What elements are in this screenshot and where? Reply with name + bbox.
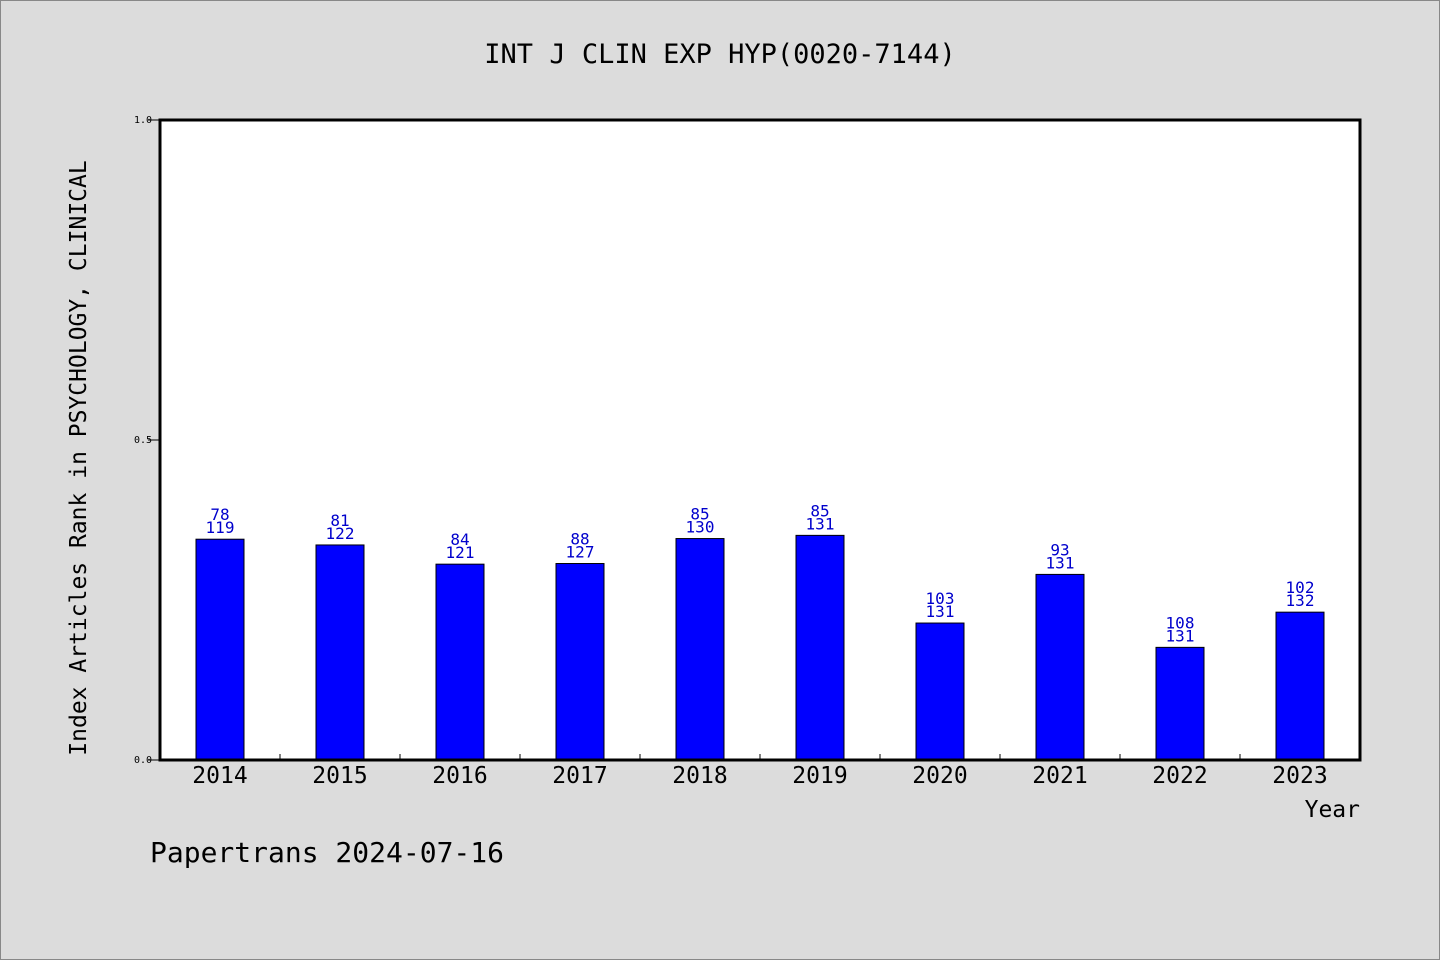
y-axis-ticks: 0.0 0.5 1.0 [134,115,160,766]
chart-title: INT J CLIN EXP HYP(0020-7144) [484,39,955,70]
x-tick-label: 2021 [1032,763,1087,789]
bar-total-label: 132 [1286,591,1315,610]
x-tick-label: 2020 [912,763,967,789]
bar-rank-label: 78 [210,505,229,524]
bar-total-label: 127 [566,543,595,562]
bar-rank-label: 88 [570,530,589,549]
x-tick-label: 2014 [192,763,247,789]
x-tick-label: 2018 [672,763,727,789]
x-axis-label: Year [1305,797,1360,823]
bar-rank-label: 103 [926,589,955,608]
x-tick-label: 2015 [312,763,367,789]
bar-total-label: 131 [806,514,835,533]
y-tick-label: 0.5 [134,435,152,446]
bar-total-label: 131 [926,602,955,621]
bar-2016 [435,563,485,761]
bar-2017 [555,563,605,761]
bar-rank-label: 84 [450,530,469,549]
bar-2014 [195,538,245,761]
bar-2022 [1155,646,1205,761]
bar-2019 [795,534,845,761]
bar-total-label: 122 [326,524,355,543]
y-tick-label: 1.0 [134,115,152,126]
bar-total-label: 131 [1166,626,1195,645]
bar-total-label: 130 [686,518,715,537]
x-tick-label: 2022 [1152,763,1207,789]
bar-2018 [675,538,725,761]
x-tick-label: 2023 [1272,763,1327,789]
bars-group [195,534,1325,761]
bar-2021 [1035,573,1085,761]
bar-total-label: 121 [446,543,475,562]
footer-text: Papertrans 2024-07-16 [150,836,504,869]
bar-rank-label: 102 [1286,578,1315,597]
x-axis-ticks: 2014 2015 2016 2017 2018 2019 2020 2021 2022 2023 [192,754,1328,789]
y-axis-label: Index Articles Rank in PSYCHOLOGY, CLINI… [66,160,92,755]
x-tick-label: 2019 [792,763,847,789]
bar-2015 [315,544,365,761]
bar-total-label: 119 [206,518,235,537]
bar-rank-label: 108 [1166,613,1195,632]
bar-rank-label: 81 [330,511,349,530]
x-tick-label: 2016 [432,763,487,789]
bar-rank-label: 85 [810,501,829,520]
y-tick-label: 0.0 [134,755,152,766]
bar-2020 [915,622,965,761]
bar-total-label: 131 [1046,553,1075,572]
bar-rank-label: 85 [690,505,709,524]
bar-2023 [1275,611,1325,761]
x-tick-label: 2017 [552,763,607,789]
bar-rank-label: 93 [1050,540,1069,559]
